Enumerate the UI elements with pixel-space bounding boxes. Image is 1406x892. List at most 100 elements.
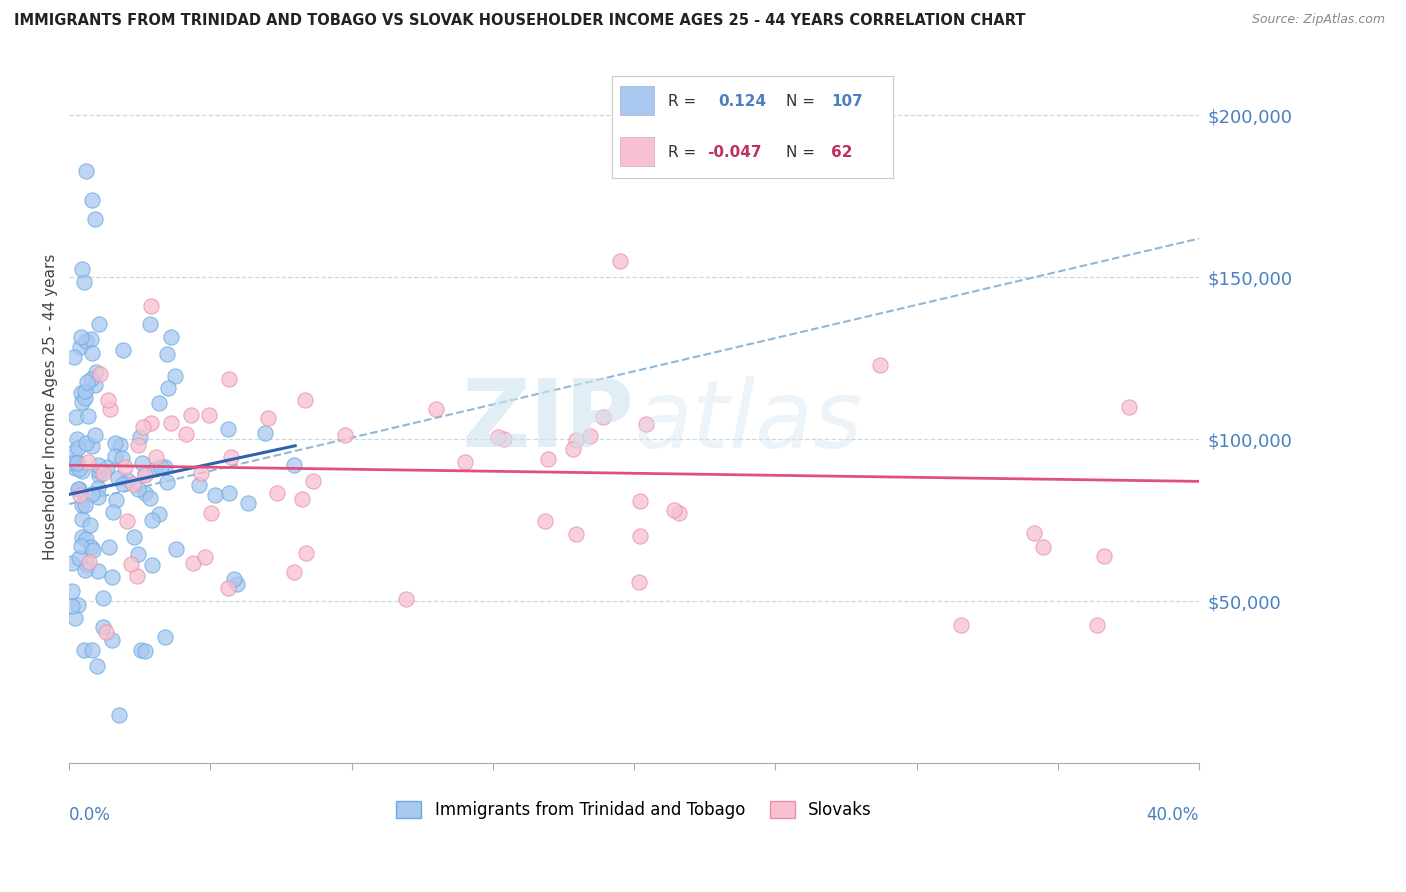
Point <box>127 547 149 561</box>
Point <box>155 460 177 475</box>
Point <box>76 409 98 423</box>
Point <box>79 541 101 555</box>
Point <box>60 457 83 471</box>
Point <box>148 395 170 409</box>
Point <box>160 416 183 430</box>
Point <box>425 401 447 416</box>
Point <box>129 643 152 657</box>
Point <box>75 334 97 348</box>
Point <box>134 644 156 658</box>
Point <box>67 461 90 475</box>
Point <box>609 254 631 268</box>
Point <box>224 572 246 586</box>
Point <box>63 461 86 475</box>
Point <box>121 477 143 491</box>
Point <box>66 483 89 497</box>
Point <box>104 436 127 450</box>
Point <box>253 425 276 440</box>
Point <box>69 340 91 354</box>
Point <box>66 441 89 455</box>
Point <box>181 556 204 570</box>
Point <box>217 581 239 595</box>
Point <box>62 445 84 459</box>
Point <box>80 642 103 657</box>
Point <box>73 392 96 406</box>
Point <box>72 531 94 545</box>
Point <box>134 468 156 483</box>
Point <box>107 471 129 485</box>
Text: 62: 62 <box>831 145 852 161</box>
Y-axis label: Householder Income Ages 25 - 44 years: Householder Income Ages 25 - 44 years <box>44 253 58 560</box>
Point <box>156 475 179 489</box>
Point <box>62 350 84 364</box>
Point <box>486 430 509 444</box>
Point <box>302 474 325 488</box>
Point <box>91 591 114 605</box>
Point <box>91 620 114 634</box>
Point <box>145 450 167 465</box>
Point <box>75 532 97 546</box>
Point <box>668 506 690 520</box>
Point <box>91 466 114 480</box>
Point <box>87 481 110 495</box>
Point <box>80 193 103 207</box>
Point <box>395 592 418 607</box>
Point <box>153 630 176 644</box>
Point <box>77 556 100 570</box>
Point <box>67 599 90 613</box>
Point <box>60 599 83 614</box>
Point <box>294 392 316 407</box>
Point <box>84 427 107 442</box>
Point <box>73 275 96 289</box>
Point <box>187 478 209 492</box>
Text: N =: N = <box>786 94 815 109</box>
Text: R =: R = <box>668 94 696 109</box>
Point <box>565 433 588 447</box>
Text: atlas: atlas <box>634 376 862 467</box>
Point <box>1022 525 1045 540</box>
Point <box>67 483 90 497</box>
Point <box>66 432 89 446</box>
Point <box>75 435 97 450</box>
Point <box>132 420 155 434</box>
Point <box>578 429 600 443</box>
Point <box>127 438 149 452</box>
Point <box>117 473 139 487</box>
Text: -0.047: -0.047 <box>707 145 762 161</box>
Point <box>200 506 222 520</box>
Point <box>70 261 93 276</box>
Point <box>70 498 93 512</box>
Point <box>537 451 560 466</box>
Point <box>127 569 149 583</box>
Text: 0.0%: 0.0% <box>69 805 111 824</box>
Point <box>174 427 197 442</box>
Point <box>70 395 93 409</box>
Text: IMMIGRANTS FROM TRINIDAD AND TOBAGO VS SLOVAK HOUSEHOLDER INCOME AGES 25 - 44 YE: IMMIGRANTS FROM TRINIDAD AND TOBAGO VS S… <box>14 13 1025 29</box>
Point <box>114 459 136 474</box>
Point <box>89 367 111 381</box>
Point <box>204 488 226 502</box>
Point <box>138 317 160 331</box>
Point <box>1085 617 1108 632</box>
Point <box>79 518 101 533</box>
Point <box>103 505 125 519</box>
Point <box>266 485 288 500</box>
Point <box>127 482 149 496</box>
Point <box>111 451 134 466</box>
Point <box>73 384 96 399</box>
Point <box>70 465 93 479</box>
Point <box>69 385 91 400</box>
Point <box>86 659 108 673</box>
Point <box>73 498 96 512</box>
Point <box>141 558 163 572</box>
Point <box>139 299 162 313</box>
Point <box>194 549 217 564</box>
Point <box>218 372 240 386</box>
FancyBboxPatch shape <box>620 87 654 115</box>
Point <box>69 488 91 502</box>
Point <box>562 442 585 456</box>
Point <box>70 330 93 344</box>
Point <box>217 422 239 436</box>
Point <box>111 343 134 357</box>
Point <box>76 375 98 389</box>
